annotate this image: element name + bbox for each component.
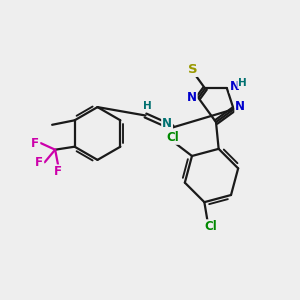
Text: F: F	[54, 165, 62, 178]
Text: N: N	[187, 91, 197, 104]
Text: N: N	[235, 100, 245, 113]
Text: N: N	[230, 80, 240, 93]
Text: Cl: Cl	[167, 131, 179, 144]
Text: H: H	[238, 78, 247, 88]
Text: H: H	[142, 101, 152, 111]
Text: N: N	[162, 117, 172, 130]
Text: F: F	[31, 136, 39, 150]
Text: F: F	[35, 156, 43, 169]
Text: S: S	[188, 63, 197, 76]
Text: Cl: Cl	[204, 220, 217, 233]
